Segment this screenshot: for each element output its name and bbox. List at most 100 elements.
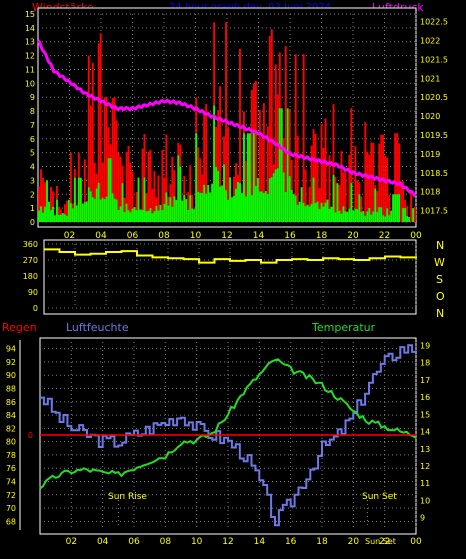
wind-avg-bar [123,212,126,222]
wind-gust-bar [147,151,150,222]
direction-tick-label: 360 [23,240,38,249]
wind-avg-bar [227,199,229,222]
wind-panel: 01234567891011121314151017.510181018.510… [25,10,448,241]
wind-gust-bar [50,187,52,222]
humidity-tick-label: 72 [6,491,16,500]
direction-panel: 0 90 180 270 360 [23,240,417,313]
wind-tick-label: 6 [30,135,35,144]
wind-gust-bar [310,145,313,222]
hum-x-tick-label: 18 [316,537,328,547]
temperature-tick-label: 19 [420,341,430,350]
wind-avg-bar [213,105,216,222]
wind-gust-bar [410,192,413,222]
wind-gust-bar [294,54,297,222]
wind-avg-bar [262,193,265,222]
sunset-label-axis: Sun Set [365,537,396,546]
humidity-tick-label: 70 [6,504,16,513]
wind-gust-bar [322,147,325,222]
wind-gust-bar [414,206,417,222]
wind-gust-bar [254,81,257,223]
wind-avg-bar [354,208,357,222]
wind-avg-bar [165,192,168,222]
wind-avg-bar [205,193,208,222]
wind-avg-bar [99,199,102,222]
hum-x-tick-label: 20 [348,537,360,547]
wind-avg-bar [264,190,267,222]
wind-avg-bar [147,210,150,222]
wind-avg-bar [61,213,64,222]
wind-tick-label: 13 [25,38,35,47]
wind-x-tick-label: 12 [221,231,232,241]
wind-gust-bar [308,187,311,222]
wind-x-tick-label: 04 [95,231,107,241]
wind-gust-bar [165,134,168,222]
wind-avg-bar [233,195,235,222]
wind-avg-bar [370,214,373,222]
wind-avg-bar [145,211,148,222]
dir-label-w: W [434,256,445,269]
wind-gust-bar [396,133,399,222]
wind-avg-bar [50,210,52,222]
temperature-tick-label: 18 [420,359,430,368]
wind-avg-bar [310,203,313,222]
humidity-tick-label: 84 [6,411,16,420]
wind-gust-bar [157,175,160,222]
wind-avg-bar [137,177,140,222]
wind-avg-bar [139,209,142,222]
wind-avg-bar [219,186,222,222]
wind-gust-bar [69,152,72,222]
wind-avg-bar [318,209,321,222]
wind-avg-bar [252,133,255,222]
wind-gust-bar [376,191,379,222]
pressure-tick-label: 1017.5 [420,207,448,216]
wind-tick-label: 9 [30,93,35,102]
wind-avg-bar [187,209,190,222]
humidity-tick-label: 90 [6,371,16,380]
wind-avg-bar [175,200,178,222]
wind-avg-bar [63,214,66,222]
wind-gust-bar [260,138,263,222]
wind-avg-bar [260,191,263,222]
temperature-tick-label: 17 [420,376,430,385]
wind-gust-bar [344,171,347,222]
temperature-tick-label: 14 [420,428,430,437]
wind-avg-bar [288,176,291,222]
wind-avg-bar [274,169,277,222]
wind-gust-bar [91,63,94,222]
wind-avg-bar [131,208,134,222]
wind-avg-bar [372,211,375,222]
wind-avg-bar [127,210,130,222]
wind-avg-bar [250,195,253,222]
wind-avg-bar [298,201,301,222]
wind-avg-bar [159,204,162,222]
pressure-line [36,39,417,198]
hum-temp-panel: 68 70 72 74 76 78 80 82 84 86 88 90 92 94 9 10 11 12 13 14 1… [6,340,430,547]
wind-avg-bar [75,205,78,222]
wind-avg-bar [161,210,164,222]
wind-avg-bar [320,202,323,222]
wind-avg-bar [254,185,257,222]
wind-gust-bar [320,124,323,222]
wind-x-tick-label: 22 [379,231,390,241]
wind-avg-bar [133,207,136,222]
pressure-tick-label: 1018 [420,188,440,197]
wind-avg-bar [54,215,56,222]
dir-label-n-top: N [436,239,444,252]
wind-avg-bar [217,171,220,222]
wind-avg-bar [44,206,46,222]
wind-avg-bar [207,184,210,222]
wind-avg-bar [308,206,311,222]
wind-avg-bar [93,198,96,222]
wind-gust-bar [288,109,291,222]
wind-avg-bar [362,210,365,222]
wind-gust-bar [348,155,351,222]
wind-gust-bar [316,158,319,222]
wind-avg-bar [282,172,285,222]
humidity-tick-label: 88 [6,385,16,394]
wind-gust-bar [161,149,164,222]
wind-avg-bar [59,214,62,222]
dir-label-o: O [436,290,445,303]
pressure-tick-label: 1018.5 [420,169,448,178]
wind-tick-label: 3 [30,176,35,185]
wind-avg-bar [151,213,154,222]
